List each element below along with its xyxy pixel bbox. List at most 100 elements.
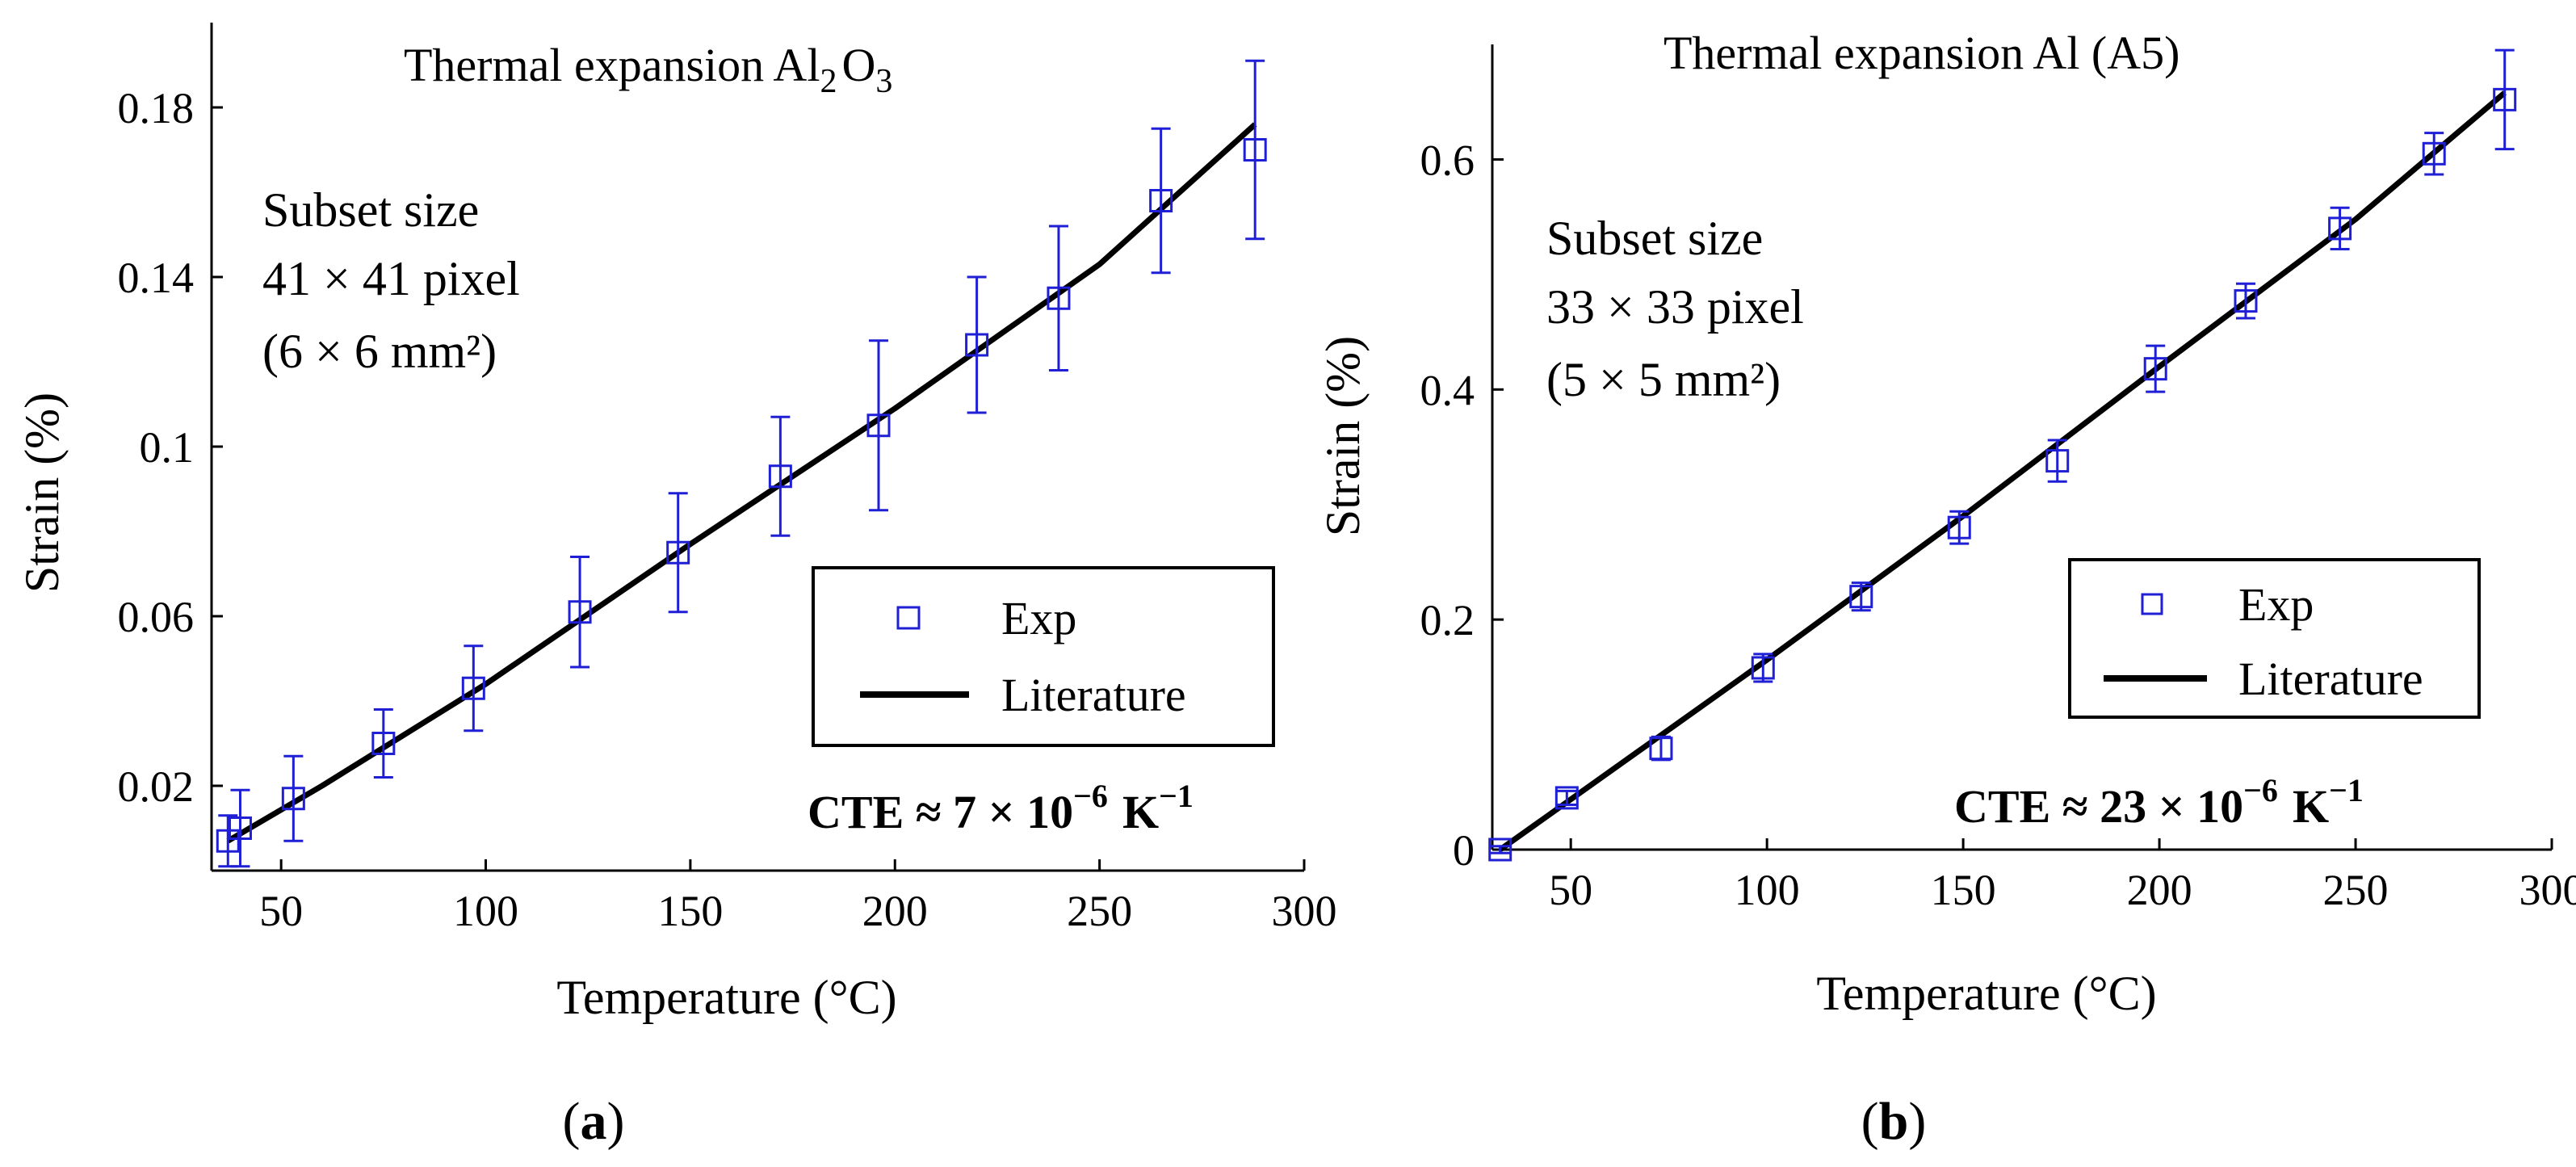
exp-point (1649, 735, 1673, 762)
exp-marker (2045, 449, 2070, 473)
exp-point (1047, 225, 1071, 372)
literature-curve (1498, 90, 2507, 852)
exp-point (1554, 786, 1579, 810)
exp-point (2234, 282, 2258, 320)
cte-label-a: CTE ≈ 7 × 10−6 K−1 (808, 778, 1194, 838)
legend-a: Exp Literature (812, 566, 1275, 747)
exp-point (768, 415, 792, 537)
chart-panel-b: 50 100 150 200 250 300 0 0.2 0.4 0.6 Thermal expa… (1316, 27, 2576, 1151)
x-tick-label: 250 (2323, 866, 2389, 914)
x-tick-label: 150 (657, 887, 723, 935)
x-tick-label: 200 (862, 887, 928, 935)
exp-marker (371, 732, 396, 755)
exp-marker (1243, 138, 1267, 162)
exp-point (2328, 206, 2352, 251)
ticks-a: 50 100 150 200 250 300 0.02 0.06 0.1 0.14 0.18 (118, 84, 1337, 935)
exp-marker (216, 829, 240, 853)
exp-point (228, 788, 252, 868)
exp-point (1488, 837, 1512, 862)
cte-label-b: CTE ≈ 23 × 10−6 K−1 (1954, 772, 2364, 833)
x-tick-label: 100 (1735, 866, 1800, 914)
literature-line-a (226, 122, 1257, 844)
exp-marker (768, 464, 792, 489)
exp-marker (1554, 786, 1579, 810)
legend-exp-marker-b (2141, 593, 2163, 615)
annotation-line-2-a: 41 × 41 pixel (262, 252, 520, 305)
exp-point (1751, 653, 1775, 683)
y-tick-label: 0.6 (1420, 136, 1475, 184)
panel-label-a: (a) (563, 1092, 625, 1151)
exp-marker (1149, 189, 1173, 212)
legend-exp-label-a: Exp (1001, 592, 1076, 644)
exp-marker (2493, 87, 2517, 111)
literature-curve (226, 122, 1257, 844)
exp-point (281, 754, 305, 842)
exp-marker (1947, 515, 1971, 539)
y-tick-label: 0.18 (118, 84, 195, 132)
legend-literature-label-b: Literature (2238, 653, 2423, 705)
legend-exp-label-b: Exp (2238, 578, 2314, 631)
exp-point (1149, 127, 1173, 275)
exp-marker (965, 333, 989, 357)
x-axis-label-a: Temperature (°C) (556, 971, 896, 1024)
x-tick-label: 150 (1931, 866, 1996, 914)
exp-marker (1751, 656, 1775, 680)
exp-marker (1649, 737, 1673, 761)
chart-panel-a: 50 100 150 200 250 300 0.02 0.06 0.1 0.14 0.18 The… (15, 23, 1337, 1151)
exp-point (216, 814, 240, 868)
legend-box-a (812, 566, 1275, 747)
exp-marker (281, 787, 305, 811)
annotation-line-3-b: (5 × 5 mm²) (1546, 353, 1781, 406)
exp-point (461, 644, 485, 733)
x-tick-label: 50 (1549, 866, 1592, 914)
y-tick-label: 0.06 (118, 593, 195, 641)
y-tick-label: 0.02 (118, 762, 195, 811)
chart-title-a: Thermal expansion Al2 O3 (404, 39, 892, 100)
annotation-line-1-a: Subset size (262, 183, 479, 237)
exp-marker (866, 413, 891, 438)
literature-line-b (1498, 90, 2507, 852)
exp-points-a (216, 59, 1267, 868)
chart-title-b: Thermal expansion Al (A5) (1663, 27, 2180, 79)
exp-marker (2328, 216, 2352, 241)
exp-points-b (1488, 48, 2517, 862)
annotation-line-1-b: Subset size (1546, 212, 1763, 265)
exp-marker (666, 540, 690, 565)
y-axis-label-b: Strain (%) (1316, 336, 1370, 536)
legend-exp-marker-a (896, 606, 921, 630)
x-tick-label: 300 (1272, 887, 1337, 935)
exp-point (1849, 581, 1873, 612)
x-axis-label-b: Temperature (°C) (1816, 967, 2156, 1020)
exp-point (866, 339, 891, 512)
exp-point (371, 708, 396, 779)
y-axis-label-a: Strain (%) (15, 392, 69, 593)
x-tick-label: 200 (2127, 866, 2192, 914)
y-tick-label: 0.14 (118, 254, 195, 302)
x-tick-label: 250 (1067, 887, 1132, 935)
exp-point (965, 275, 989, 414)
annotation-line-2-b: 33 × 33 pixel (1546, 280, 1804, 334)
exp-point (1947, 510, 1971, 545)
y-tick-label: 0.1 (140, 423, 195, 472)
y-tick-label: 0.4 (1420, 366, 1475, 414)
axes-b (1491, 44, 2552, 851)
exp-marker (2234, 289, 2258, 313)
x-tick-label: 50 (259, 887, 303, 935)
annotation-line-3-a: (6 × 6 mm²) (262, 325, 497, 378)
exp-marker (2143, 357, 2167, 381)
exp-marker (461, 676, 485, 700)
x-tick-label: 100 (453, 887, 518, 935)
ticks-b: 50 100 150 200 250 300 0 0.2 0.4 0.6 (1420, 136, 2576, 914)
exp-point (2143, 344, 2167, 393)
exp-point (1243, 59, 1267, 241)
exp-marker (2422, 141, 2446, 166)
panel-label-b: (b) (1861, 1092, 1927, 1151)
exp-point (666, 492, 690, 614)
legend-box-b (2068, 558, 2481, 719)
exp-marker (228, 816, 252, 840)
y-tick-label: 0 (1453, 826, 1475, 875)
y-tick-label: 0.2 (1420, 596, 1475, 644)
legend-b: Exp Literature (2068, 558, 2481, 719)
exp-marker (1849, 585, 1873, 609)
